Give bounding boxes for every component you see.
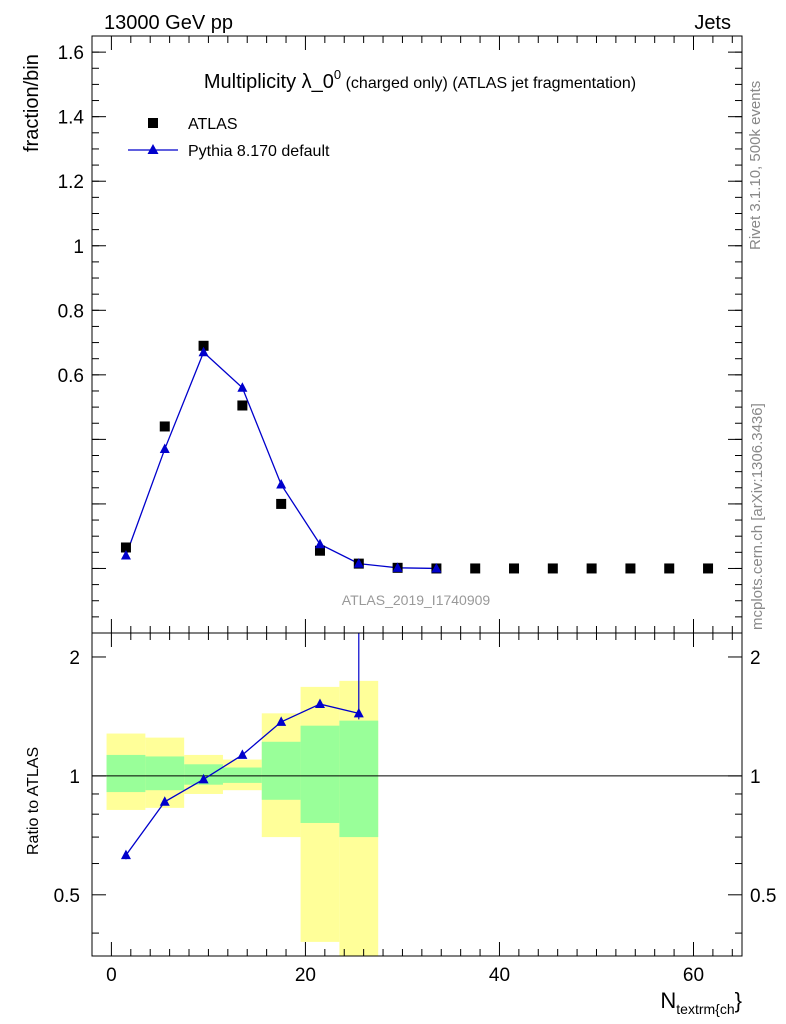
- pythia-point: [237, 382, 248, 392]
- main-y-axis: 0.6 0.8 1 1.2 1.4 1.6: [58, 43, 742, 634]
- ratio-ytick-label-right: 1: [750, 767, 761, 788]
- main-ytick-label: 0.6: [58, 366, 84, 387]
- legend: ATLAS Pythia 8.170 default: [128, 116, 330, 160]
- atlas-point: [314, 545, 325, 556]
- ratio-xtick-label: 0: [106, 965, 117, 986]
- pythia-point: [392, 562, 403, 572]
- ratio-point: [198, 773, 209, 784]
- ratio-xtick-label: 60: [683, 965, 704, 986]
- atlas-point: [547, 563, 558, 574]
- ratio-ytick-label-left: 0.5: [54, 886, 80, 907]
- ratio-y-axis: 0.5 0.5 1 1 2 2: [54, 648, 776, 934]
- mcplots-label: mcplots.cern.ch [arXiv:1306.3436]: [749, 403, 766, 630]
- ratio-band-green: [300, 725, 340, 823]
- legend-pythia-label: Pythia 8.170 default: [188, 143, 330, 160]
- pythia-point: [276, 479, 287, 489]
- main-ytick-label: 1.6: [58, 43, 84, 64]
- ratio-point: [314, 698, 325, 709]
- pythia-point: [159, 443, 170, 454]
- ratio-point: [159, 796, 170, 806]
- atlas-point: [586, 563, 597, 574]
- ratio-ytick-label-left: 1: [69, 767, 80, 788]
- watermark: ATLAS_2019_I1740909: [342, 592, 491, 608]
- main-ytick-label: 1.2: [58, 172, 84, 193]
- ratio-x-axis: 0 20 40 60: [106, 633, 733, 986]
- ratio-band-green: [145, 756, 185, 791]
- main-title-sup: 0: [334, 67, 341, 82]
- main-data: [120, 340, 714, 574]
- atlas-point: [625, 563, 636, 574]
- ratio-bands: [106, 680, 379, 956]
- ratio-xtick-label: 20: [295, 965, 316, 986]
- main-ytick-label: 0.8: [58, 301, 84, 322]
- ratio-ylabel: Ratio to ATLAS: [25, 747, 42, 855]
- main-ylabel: fraction/bin: [21, 54, 43, 152]
- ratio-panel: 0.5 0.5 1 1 2 2 0 20 40 60 Ratio to ATLAS Ntextr…: [25, 632, 776, 1017]
- atlas-point: [703, 563, 714, 574]
- atlas-point: [120, 542, 131, 553]
- header-left: 13000 GeV pp: [104, 12, 233, 34]
- pythia-point: [431, 562, 442, 573]
- atlas-point: [470, 563, 481, 574]
- ratio-ytick-label-right: 0.5: [750, 886, 776, 907]
- header-right: Jets: [694, 12, 731, 34]
- atlas-point: [159, 421, 170, 432]
- main-title-text: Multiplicity λ_0: [204, 71, 334, 93]
- ratio-point: [353, 707, 364, 718]
- ratio-point: [120, 849, 131, 860]
- main-title: Multiplicity λ_00 (charged only) (ATLAS …: [204, 67, 636, 93]
- ratio-frame: [91, 632, 743, 957]
- pythia-line: [125, 351, 437, 570]
- ratio-band-green: [106, 754, 146, 793]
- rivet-label: Rivet 3.1.10, 500k events: [747, 81, 764, 250]
- pythia-point: [198, 346, 209, 357]
- ratio-xtick-label: 40: [489, 965, 510, 986]
- atlas-point: [509, 563, 520, 574]
- main-x-ticks: [110, 36, 733, 633]
- ratio-band-green: [261, 741, 301, 800]
- ratio-ytick-label-left: 2: [69, 648, 80, 669]
- atlas-point: [237, 400, 248, 411]
- x-axis-label: Ntextrm{ch}: [660, 988, 742, 1017]
- atlas-point: [276, 498, 287, 509]
- ratio-ytick-label-right: 2: [750, 648, 761, 669]
- ratio-point: [276, 716, 287, 726]
- ratio-band-green: [222, 767, 262, 783]
- pythia-point: [314, 538, 325, 549]
- pythia-point: [120, 550, 131, 560]
- atlas-point: [198, 340, 209, 351]
- ratio-point: [237, 749, 248, 759]
- main-ytick-label: 1.4: [58, 108, 85, 129]
- main-panel: 0.6 0.8 1 1.2 1.4 1.6 Multiplicity λ_00 (char…: [21, 35, 743, 634]
- ratio-data: [120, 633, 364, 860]
- main-title-rest: (charged only) (ATLAS jet fragmentation): [341, 75, 636, 92]
- pythia-point: [353, 558, 364, 568]
- atlas-point: [664, 563, 675, 574]
- legend-atlas-label: ATLAS: [188, 116, 238, 133]
- legend-pythia-marker: [147, 144, 159, 154]
- ratio-band-green: [339, 720, 379, 838]
- main-ytick-label: 1: [73, 237, 84, 258]
- legend-atlas-marker: [148, 118, 158, 128]
